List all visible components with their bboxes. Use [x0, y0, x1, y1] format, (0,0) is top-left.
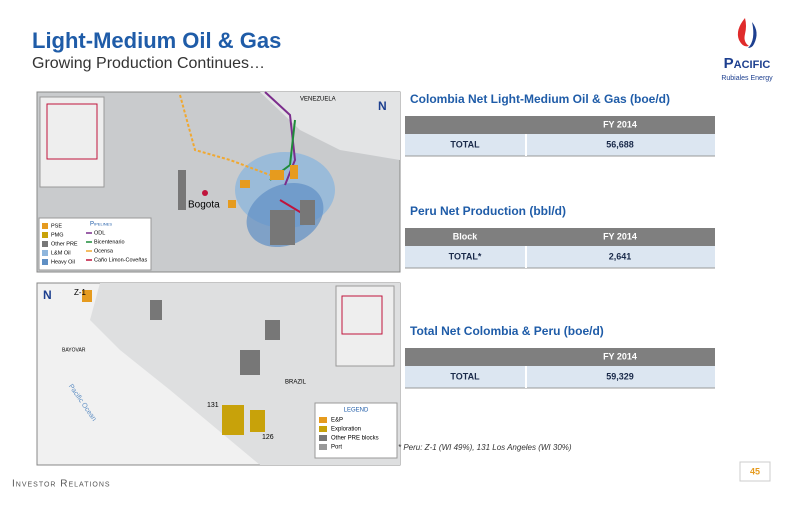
legend-swatch: [42, 232, 48, 238]
legend-label: Bicentenario: [94, 239, 125, 245]
table-cell: 56,688: [606, 139, 634, 149]
country-label: VENEZUELA: [300, 97, 336, 103]
subtitle: Growing Production Continues…: [32, 55, 265, 72]
title: Light-Medium Oil & Gas: [32, 28, 281, 53]
page-box: [739, 461, 771, 482]
block-131: [222, 405, 244, 435]
table-title: Peru Net Production (bbl/d): [410, 204, 566, 218]
legend-label: L&M Oil: [51, 250, 71, 256]
table-header: [405, 228, 715, 246]
legend-label: Ocensa: [94, 248, 114, 254]
legend-swatch: [42, 259, 48, 265]
logo-tagline: Rubiales Energy: [721, 75, 773, 82]
legend-swatch: [319, 426, 327, 432]
table-row: [405, 366, 715, 388]
legend-label: Other PRE blocks: [331, 436, 379, 442]
table-row: [405, 134, 715, 156]
block: [265, 320, 280, 340]
header-cell: Block: [453, 231, 479, 241]
table-title: Total Net Colombia & Peru (boe/d): [410, 324, 604, 338]
footnote: * Peru: Z-1 (WI 49%), 131 Los Angeles (W…: [398, 443, 572, 452]
block: [290, 165, 298, 179]
legend-box: [38, 217, 152, 271]
table-cell: TOTAL: [450, 371, 480, 381]
table-row: [405, 246, 715, 268]
table-cell: 59,329: [606, 371, 634, 381]
logo-flame: [737, 18, 749, 47]
land: [37, 283, 400, 465]
legend-label: Other PRE: [51, 241, 78, 247]
legend-swatch: [42, 250, 48, 256]
legend-label: ODL: [94, 230, 105, 236]
legend-swatch: [319, 417, 327, 423]
city-label: Bogota: [188, 200, 220, 211]
table-cell: TOTAL: [450, 139, 480, 149]
port-label: BAYOVAR: [62, 347, 86, 353]
country-label: BRAZIL: [285, 380, 307, 386]
table-header: [405, 348, 715, 366]
header-cell: FY 2014: [603, 119, 637, 129]
legend-label: Port: [331, 445, 342, 451]
block: [270, 210, 295, 245]
legend-swatch: [319, 444, 327, 450]
page-number: 45: [750, 466, 760, 476]
block-label: 126: [262, 434, 274, 441]
legend-label: PMG: [51, 232, 64, 238]
logo-name: Pacific: [724, 55, 771, 72]
legend-label: PSE: [51, 223, 62, 229]
logo: Pacific Rubiales Energy: [721, 18, 773, 82]
land: [260, 92, 400, 160]
block: [240, 180, 250, 188]
inset-box: [341, 295, 383, 335]
table-cell: 2,641: [609, 251, 632, 261]
header-cell: FY 2014: [603, 231, 637, 241]
legend-title: Pipelines: [90, 222, 112, 228]
block-label: 131: [207, 402, 219, 409]
table-title: Colombia Net Light-Medium Oil & Gas (boe…: [410, 92, 670, 106]
north-arrow: N: [378, 99, 387, 113]
legend-box: [314, 402, 398, 459]
legend-swatch: [42, 241, 48, 247]
legend-label: Heavy Oil: [51, 259, 75, 265]
legend-label: E&P: [331, 418, 343, 424]
legend-swatch: [319, 435, 327, 441]
block-z1: [82, 290, 92, 302]
pipeline-ocensa: [179, 94, 271, 176]
legend-title: LEGEND: [344, 408, 369, 414]
block: [178, 170, 186, 210]
inset-box: [46, 103, 98, 160]
header-cell: FY 2014: [603, 351, 637, 361]
legend-label: Caño Limon-Coveñas: [94, 257, 147, 263]
block: [240, 350, 260, 375]
block: [300, 200, 315, 225]
city-marker: [202, 190, 208, 196]
block: [228, 200, 236, 208]
block: [270, 170, 284, 180]
logo-flame: [748, 22, 757, 48]
map-peru: Z-1 BAYOVAR Pacific Ocean BRAZIL 131 126…: [36, 282, 401, 466]
north-arrow: N: [43, 288, 52, 302]
block: [150, 300, 162, 320]
legend-swatch: [42, 223, 48, 229]
table-header: [405, 116, 715, 134]
legend-label: Exploration: [331, 427, 361, 433]
table-cell: TOTAL*: [449, 251, 482, 261]
inset: [335, 285, 395, 367]
footer-label: Investor Relations: [12, 479, 111, 490]
inset: [39, 96, 105, 188]
block-label: Z-1: [74, 288, 87, 297]
block-126: [250, 410, 265, 432]
map-colombia: Bogota VENEZUELA N PSE PMG Other PRE L&M Oi…: [36, 91, 401, 273]
